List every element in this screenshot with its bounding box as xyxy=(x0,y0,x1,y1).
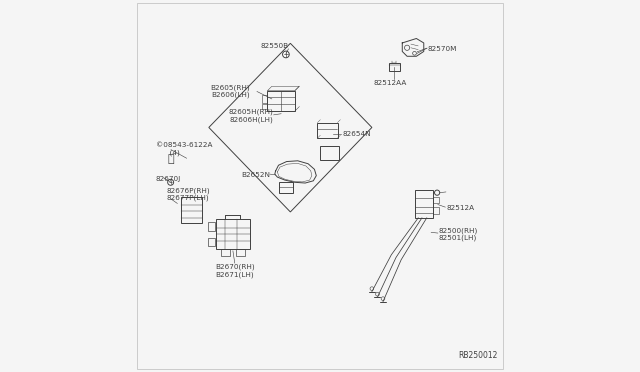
Text: 82500(RH)
82501(LH): 82500(RH) 82501(LH) xyxy=(438,227,478,241)
Text: B2652N: B2652N xyxy=(241,172,270,178)
Text: 82605H(RH)
82606H(LH): 82605H(RH) 82606H(LH) xyxy=(229,109,274,123)
Text: ©08543-6122A
      (4): ©08543-6122A (4) xyxy=(156,142,212,156)
Text: 82654N: 82654N xyxy=(342,131,371,137)
Text: RB250012: RB250012 xyxy=(458,351,498,360)
Text: Ⓢ: Ⓢ xyxy=(168,154,174,164)
Circle shape xyxy=(168,179,173,185)
Text: 82570M: 82570M xyxy=(428,46,457,52)
Text: B2670(RH)
B2671(LH): B2670(RH) B2671(LH) xyxy=(215,264,255,278)
Text: 82670J: 82670J xyxy=(155,176,180,182)
Text: 82676P(RH)
82677P(LH): 82676P(RH) 82677P(LH) xyxy=(166,187,210,201)
Text: 82512AA: 82512AA xyxy=(374,80,407,86)
Text: 82512A: 82512A xyxy=(446,205,474,211)
Circle shape xyxy=(283,51,289,58)
Text: B2605(RH)
B2606(LH): B2605(RH) B2606(LH) xyxy=(210,84,250,99)
Text: 82550B: 82550B xyxy=(260,43,289,49)
